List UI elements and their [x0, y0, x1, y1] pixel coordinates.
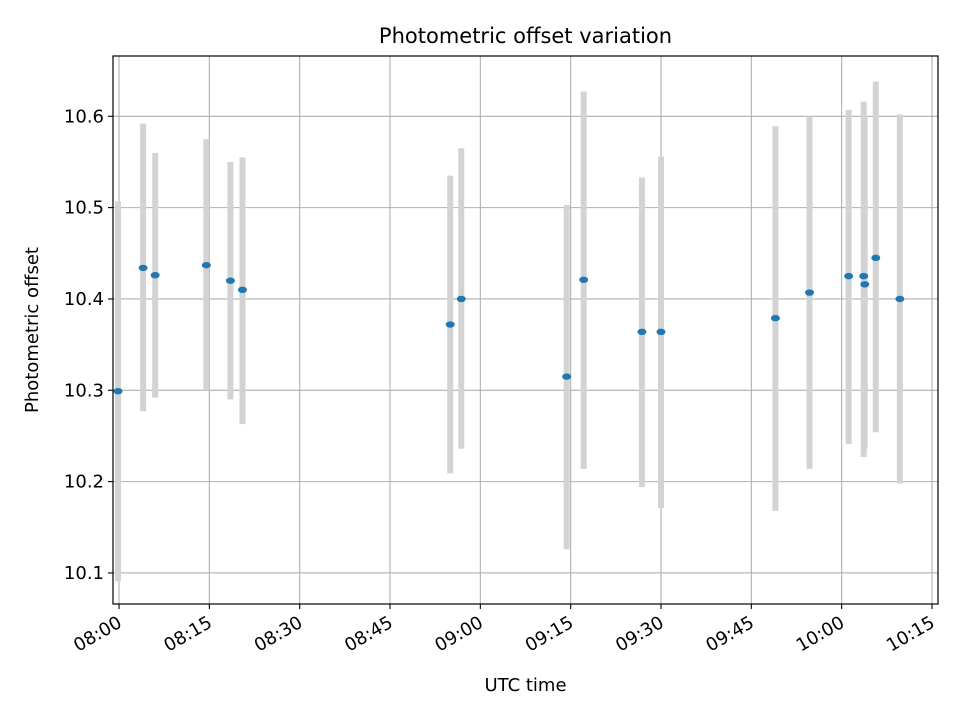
- data-point: [805, 289, 815, 296]
- y-tick-label: 10.4: [64, 289, 104, 310]
- data-point: [237, 286, 247, 294]
- data-point: [225, 277, 235, 284]
- data-point: [445, 321, 455, 328]
- plot-frame: [112, 55, 939, 605]
- y-tick-label: 10.1: [64, 563, 104, 584]
- grid-lines: [113, 56, 938, 604]
- data-point: [844, 272, 854, 280]
- data-point: [637, 328, 647, 336]
- data-point: [860, 281, 870, 288]
- data-point: [770, 314, 780, 322]
- data-point: [150, 272, 160, 279]
- data-point: [456, 295, 466, 303]
- y-tick-label: 10.6: [64, 106, 104, 127]
- y-tick-label: 10.3: [64, 380, 104, 401]
- data-point: [895, 295, 905, 303]
- data-point: [579, 276, 589, 283]
- data-point: [859, 272, 869, 280]
- y-axis-ticks: 10.1 10.2 10.3 10.4 10.5 10.6: [64, 106, 113, 584]
- data-point: [871, 254, 881, 262]
- x-axis-label: UTC time: [484, 675, 566, 696]
- data-point: [113, 387, 123, 395]
- data-point: [656, 328, 666, 336]
- data-point: [201, 261, 211, 269]
- chart-title: Photometric offset variation: [379, 24, 672, 48]
- data-point: [562, 373, 572, 380]
- data-point: [138, 264, 148, 272]
- y-axis-label: Photometric offset: [22, 247, 43, 413]
- data-points: [113, 254, 905, 395]
- y-tick-label: 10.5: [64, 198, 104, 219]
- y-tick-label: 10.2: [64, 472, 104, 493]
